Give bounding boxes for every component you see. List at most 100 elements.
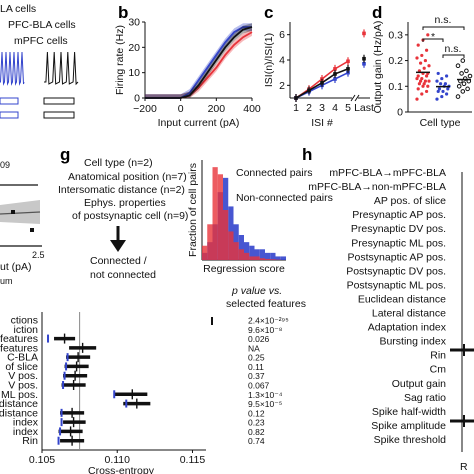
d-point [415,76,419,81]
c-point [333,72,337,76]
g-hist-bar [202,245,208,260]
c-point [320,81,324,85]
c-point [362,56,366,61]
ce-pvalue: 2.4×10⁻²⁹⁵ [248,316,289,326]
d-point [461,81,467,87]
ce-row-label: V pos. [8,380,38,392]
ce-row-label: ctions [11,315,38,327]
ce-row-label: index [13,426,39,438]
g-legend-nonconnected: Non-connected pairs [236,192,333,204]
g-hist-bar [233,242,239,260]
h-feature-label: Output gain [392,378,446,390]
current-step-blue [0,97,19,105]
d-point [455,94,461,99]
d-ylabel: Output gain (Hz/pA) [372,21,384,114]
h-feature-label: Sag ratio [404,392,446,404]
g-hist-bar [228,231,234,260]
b-ylabel: Firing rate (Hz) [114,25,126,95]
fragment-x-tick: 2.5 [32,250,45,260]
d-sig-ns-2: n.s. [445,43,462,55]
data-point [30,228,34,232]
data-point [11,210,15,214]
g-hist-bar [238,235,244,260]
c-y-tick-label: 2 [279,80,285,92]
ce-x-tick-label: 0.110 [104,454,130,466]
c-x-tick-label: 5 [345,102,351,114]
ce-row-label: distance [0,407,38,419]
c-y-tick-label: 6 [279,29,285,41]
d-sig-star: * [431,31,435,43]
outcome-line-2: not connected [90,269,156,281]
g-hist-bar [265,258,271,260]
panel-g-label: g [60,145,70,164]
g-hist-bar [270,259,276,260]
panel-a-legend-2: PFC-BLA cells [8,19,76,31]
ce-row-label: of slice [5,361,38,373]
ce-pvalue: 0.067 [248,381,270,391]
spike-trace-black [44,51,79,86]
d-point [417,82,421,86]
c-point [294,96,298,100]
g-hist-bar [238,249,244,260]
g-hist-bar [270,252,276,260]
voltage-traces [0,51,79,86]
h-feature-label: Euclidean distance [358,293,446,305]
g-ylabel: Fraction of cell pairs [187,163,199,257]
d-point [419,79,423,83]
d-point [436,89,440,94]
b-series-line [145,26,253,99]
g-hist-bar [223,210,229,260]
d-point [460,89,466,94]
d-point [427,64,431,68]
b-x-tick-label: 0 [178,103,184,115]
feature-cell-type: Cell type (n=2) [84,157,153,169]
d-y-tick-label: 0.3 [388,29,403,41]
fragment-sub: um [0,276,13,286]
g-hist-bar [207,224,213,260]
d-point [436,71,440,76]
ce-pvalue: 0.026 [248,334,270,344]
d-point [420,92,424,96]
c-x-tick-label: 2 [306,102,312,114]
current-step-black-2 [43,111,75,119]
d-point [420,76,424,81]
h-feature-label: Cm [430,364,447,376]
b-x-tick-label: 200 [208,103,226,115]
d-point [441,89,445,94]
d-point [423,58,427,63]
d-point [435,97,439,101]
d-point [437,87,441,91]
c-point [346,59,350,64]
down-arrow-icon [110,240,126,252]
d-point [440,94,444,99]
panel-a-legend-3: mPFC cells [14,35,68,47]
d-point [462,76,468,81]
g-hist-bar [249,256,255,260]
ce-x-tick-label: 0.105 [29,454,55,466]
c-y-tick-label: 4 [279,55,285,67]
cross-entropy-chart: 0.105 0.110 0.115 Cross-entropy ctions 2.4×10… [0,312,289,474]
g-hist-bar [217,174,223,260]
ce-pvalue: 0.25 [248,353,265,363]
g-hist-bar [259,258,265,260]
g-hist-bar [280,256,286,260]
output-gain-chart: 0 0.1 0.2 0.3 Cell type Output gain (Hz/pA) n.… [372,14,473,129]
ce-pvalue: 0.37 [248,371,265,381]
regression-histogram: Regression score Fraction of cell pairs Co… [187,160,333,275]
ce-row-label: features [0,333,38,345]
d-point [425,89,429,94]
ce-row-label: V pos. [8,370,38,382]
spike-trace-blue [0,51,25,86]
d-sig-ns: n.s. [435,14,452,26]
d-point [415,97,419,101]
ce-row-label: index [13,417,39,429]
panel-f-fragment: 09 2.5 ut (pA) um [0,160,45,286]
c-x-tick-label: Last [354,102,374,114]
d-point [427,79,431,83]
panel-a: LA cells PFC-BLA cells mPFC cells [0,3,79,119]
panel-h: h mPFC-BLA→mPFC-BLA mPFC-BLA→non-mPFC-BLA… [302,145,474,473]
feature-ephys: Ephys. properties [84,197,166,209]
